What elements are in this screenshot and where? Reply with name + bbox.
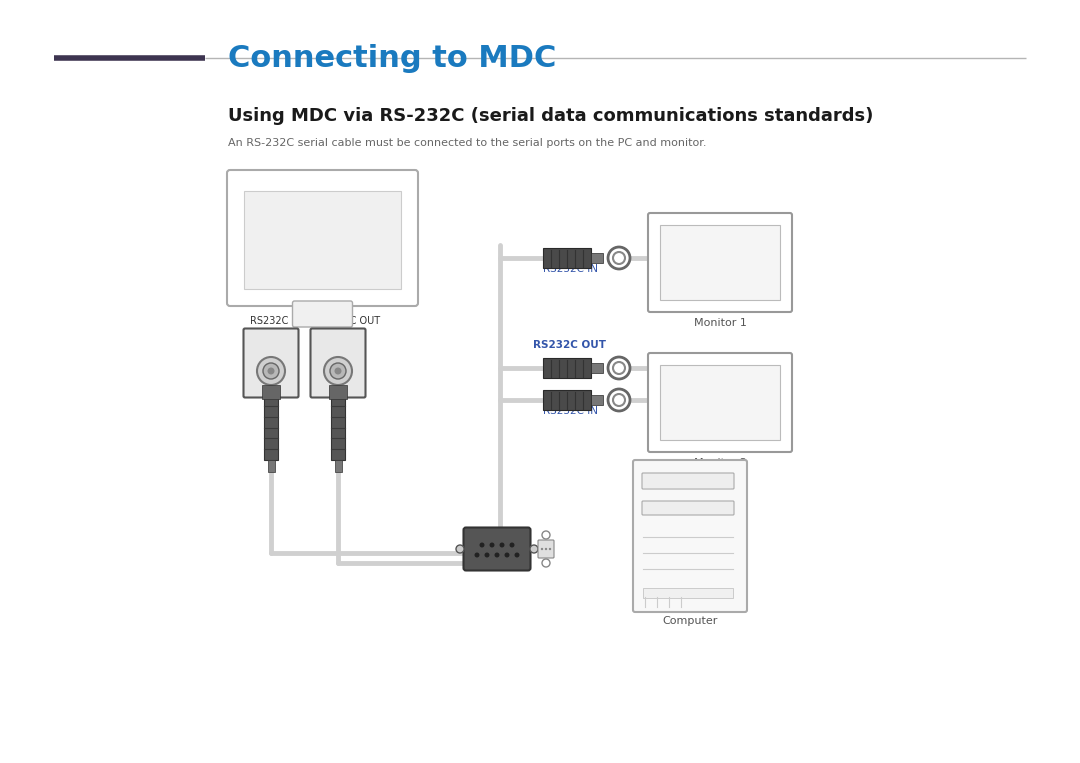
- Circle shape: [613, 394, 625, 406]
- Text: Using MDC via RS-232C (serial data communications standards): Using MDC via RS-232C (serial data commu…: [228, 107, 874, 125]
- FancyBboxPatch shape: [293, 301, 352, 327]
- Circle shape: [541, 548, 543, 550]
- Bar: [335, 460, 341, 472]
- Bar: [281, 173, 301, 181]
- Bar: [660, 225, 780, 300]
- Text: Monitor 1: Monitor 1: [693, 318, 746, 328]
- Circle shape: [608, 247, 630, 269]
- Circle shape: [495, 552, 499, 558]
- FancyBboxPatch shape: [243, 329, 298, 398]
- Circle shape: [608, 389, 630, 411]
- Text: RS232C IN: RS232C IN: [249, 316, 301, 326]
- Circle shape: [268, 368, 274, 375]
- FancyBboxPatch shape: [633, 460, 747, 612]
- Bar: [343, 173, 363, 181]
- Circle shape: [613, 362, 625, 374]
- Text: RS232C IN: RS232C IN: [543, 406, 598, 416]
- Circle shape: [474, 552, 480, 558]
- Bar: [660, 365, 780, 440]
- Circle shape: [456, 545, 464, 553]
- Circle shape: [608, 357, 630, 379]
- FancyBboxPatch shape: [648, 353, 792, 452]
- Bar: [543, 390, 591, 410]
- Circle shape: [480, 542, 485, 548]
- Bar: [329, 385, 347, 399]
- Circle shape: [485, 552, 489, 558]
- Bar: [262, 385, 280, 399]
- Circle shape: [489, 542, 495, 548]
- Circle shape: [504, 552, 510, 558]
- Text: Computer: Computer: [662, 616, 718, 626]
- Text: RS232C OUT: RS232C OUT: [318, 316, 380, 326]
- Bar: [264, 395, 278, 460]
- Circle shape: [257, 357, 285, 385]
- Circle shape: [335, 368, 341, 375]
- Circle shape: [549, 548, 551, 550]
- Circle shape: [530, 545, 538, 553]
- FancyBboxPatch shape: [311, 329, 365, 398]
- Bar: [330, 395, 345, 460]
- FancyBboxPatch shape: [538, 540, 554, 558]
- Circle shape: [499, 542, 504, 548]
- Text: RS232C IN: RS232C IN: [543, 264, 598, 274]
- Text: Connecting to MDC: Connecting to MDC: [228, 44, 556, 73]
- Text: Monitor 2: Monitor 2: [693, 458, 746, 468]
- Circle shape: [542, 531, 550, 539]
- Circle shape: [514, 552, 519, 558]
- Bar: [643, 488, 731, 490]
- Text: An RS-232C serial cable must be connected to the serial ports on the PC and moni: An RS-232C serial cable must be connecte…: [228, 138, 706, 148]
- FancyBboxPatch shape: [642, 501, 734, 515]
- Circle shape: [542, 559, 550, 567]
- FancyBboxPatch shape: [642, 473, 734, 489]
- Bar: [591, 363, 603, 373]
- Circle shape: [330, 363, 346, 379]
- Circle shape: [613, 252, 625, 264]
- Bar: [591, 395, 603, 405]
- Text: RS232C OUT: RS232C OUT: [534, 340, 606, 350]
- Bar: [312, 173, 332, 181]
- Bar: [268, 460, 274, 472]
- Circle shape: [324, 357, 352, 385]
- FancyBboxPatch shape: [227, 170, 418, 306]
- Bar: [244, 191, 401, 289]
- Bar: [643, 588, 733, 598]
- Circle shape: [544, 548, 548, 550]
- FancyBboxPatch shape: [648, 213, 792, 312]
- Circle shape: [510, 542, 514, 548]
- Bar: [591, 253, 603, 263]
- Bar: [543, 248, 591, 268]
- Bar: [543, 358, 591, 378]
- Circle shape: [264, 363, 279, 379]
- FancyBboxPatch shape: [463, 527, 530, 571]
